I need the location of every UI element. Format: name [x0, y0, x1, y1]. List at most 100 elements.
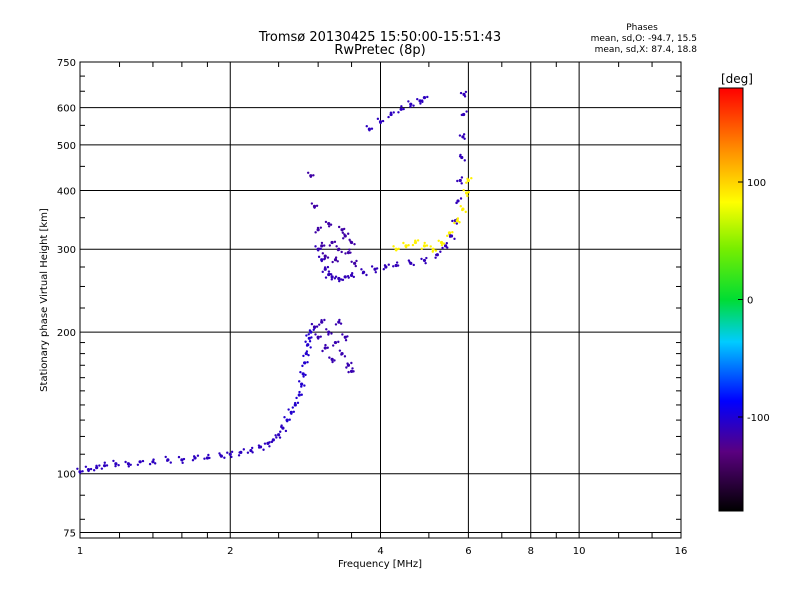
- data-point: [114, 464, 117, 468]
- data-point: [164, 455, 167, 459]
- data-point: [346, 362, 349, 365]
- data-point: [301, 364, 304, 368]
- data-point: [87, 469, 90, 473]
- data-point: [407, 100, 410, 103]
- data-point: [303, 384, 306, 387]
- data-point: [100, 467, 104, 470]
- data-point: [451, 219, 454, 223]
- data-point: [328, 272, 331, 276]
- data-point: [302, 375, 305, 378]
- data-point: [425, 256, 428, 260]
- data-point: [396, 264, 400, 267]
- x-tick-label: 4: [377, 546, 383, 557]
- colorbar-tick-label: 100: [747, 178, 766, 189]
- data-point: [319, 335, 322, 338]
- data-point: [169, 461, 172, 464]
- data-point: [105, 464, 109, 467]
- data-point: [182, 457, 186, 461]
- data-point: [443, 244, 448, 248]
- data-point: [368, 129, 371, 132]
- data-point: [305, 334, 308, 337]
- data-point: [331, 344, 335, 347]
- data-point: [309, 175, 313, 178]
- data-point: [467, 190, 470, 194]
- data-point: [420, 247, 423, 251]
- data-point: [98, 464, 101, 467]
- data-point: [442, 242, 446, 245]
- data-point: [307, 353, 310, 357]
- data-point: [296, 401, 300, 405]
- data-point: [459, 91, 463, 95]
- data-point: [448, 235, 452, 238]
- data-point: [392, 265, 395, 268]
- x-tick-label: 2: [227, 546, 233, 557]
- data-point: [303, 361, 306, 364]
- data-point: [334, 323, 338, 326]
- data-point: [320, 259, 323, 263]
- data-point: [392, 111, 395, 114]
- data-point: [334, 275, 338, 278]
- data-point: [283, 415, 286, 419]
- data-point: [349, 273, 354, 277]
- data-point: [310, 322, 314, 326]
- data-point: [325, 328, 328, 331]
- data-point: [78, 471, 82, 474]
- data-point: [461, 208, 464, 212]
- data-point: [347, 276, 350, 279]
- data-point: [148, 462, 152, 466]
- y-tick-label: 100: [57, 470, 76, 481]
- data-point: [335, 245, 338, 248]
- data-point: [316, 228, 320, 232]
- data-point: [353, 261, 357, 265]
- data-point: [343, 233, 346, 236]
- data-point: [191, 459, 195, 462]
- data-point: [387, 115, 390, 119]
- data-point: [338, 349, 342, 352]
- data-point: [284, 429, 288, 433]
- data-point: [287, 408, 290, 411]
- data-point: [321, 270, 324, 274]
- data-point: [333, 240, 337, 244]
- data-point: [455, 201, 458, 205]
- data-point: [376, 117, 380, 121]
- data-point: [327, 225, 331, 228]
- data-point: [307, 333, 310, 336]
- data-point: [446, 246, 449, 249]
- plot-frame: [79, 61, 682, 539]
- data-point: [124, 460, 127, 464]
- data-point: [313, 326, 316, 330]
- data-point: [458, 221, 461, 224]
- colorbar-tick-label: 0: [747, 296, 753, 307]
- data-point: [439, 250, 442, 253]
- data-point: [455, 222, 459, 225]
- chart-subtitle: RwPretec (8p): [334, 43, 425, 58]
- chart-title: Tromsø 20130425 15:50:00-15:51:43: [258, 30, 501, 45]
- y-tick-label: 750: [57, 58, 76, 69]
- data-point: [310, 336, 313, 339]
- data-point: [323, 318, 326, 322]
- data-point: [321, 252, 325, 255]
- data-point: [399, 107, 403, 111]
- data-point: [431, 247, 435, 251]
- data-point: [330, 275, 334, 279]
- data-point: [324, 343, 327, 347]
- data-point: [76, 467, 79, 470]
- data-point: [317, 255, 321, 259]
- data-point: [333, 258, 338, 262]
- data-point: [324, 276, 328, 279]
- data-point: [370, 265, 374, 268]
- data-point: [290, 412, 293, 415]
- data-point: [463, 95, 467, 98]
- data-point: [353, 242, 356, 246]
- data-point: [453, 237, 456, 241]
- data-point: [354, 264, 357, 268]
- data-point: [352, 275, 356, 279]
- data-point: [341, 333, 344, 336]
- data-point: [285, 420, 289, 423]
- data-point: [397, 111, 400, 114]
- data-point: [422, 244, 427, 248]
- data-point: [327, 333, 330, 336]
- data-point: [337, 276, 341, 281]
- data-point: [389, 112, 393, 117]
- data-point: [342, 237, 345, 240]
